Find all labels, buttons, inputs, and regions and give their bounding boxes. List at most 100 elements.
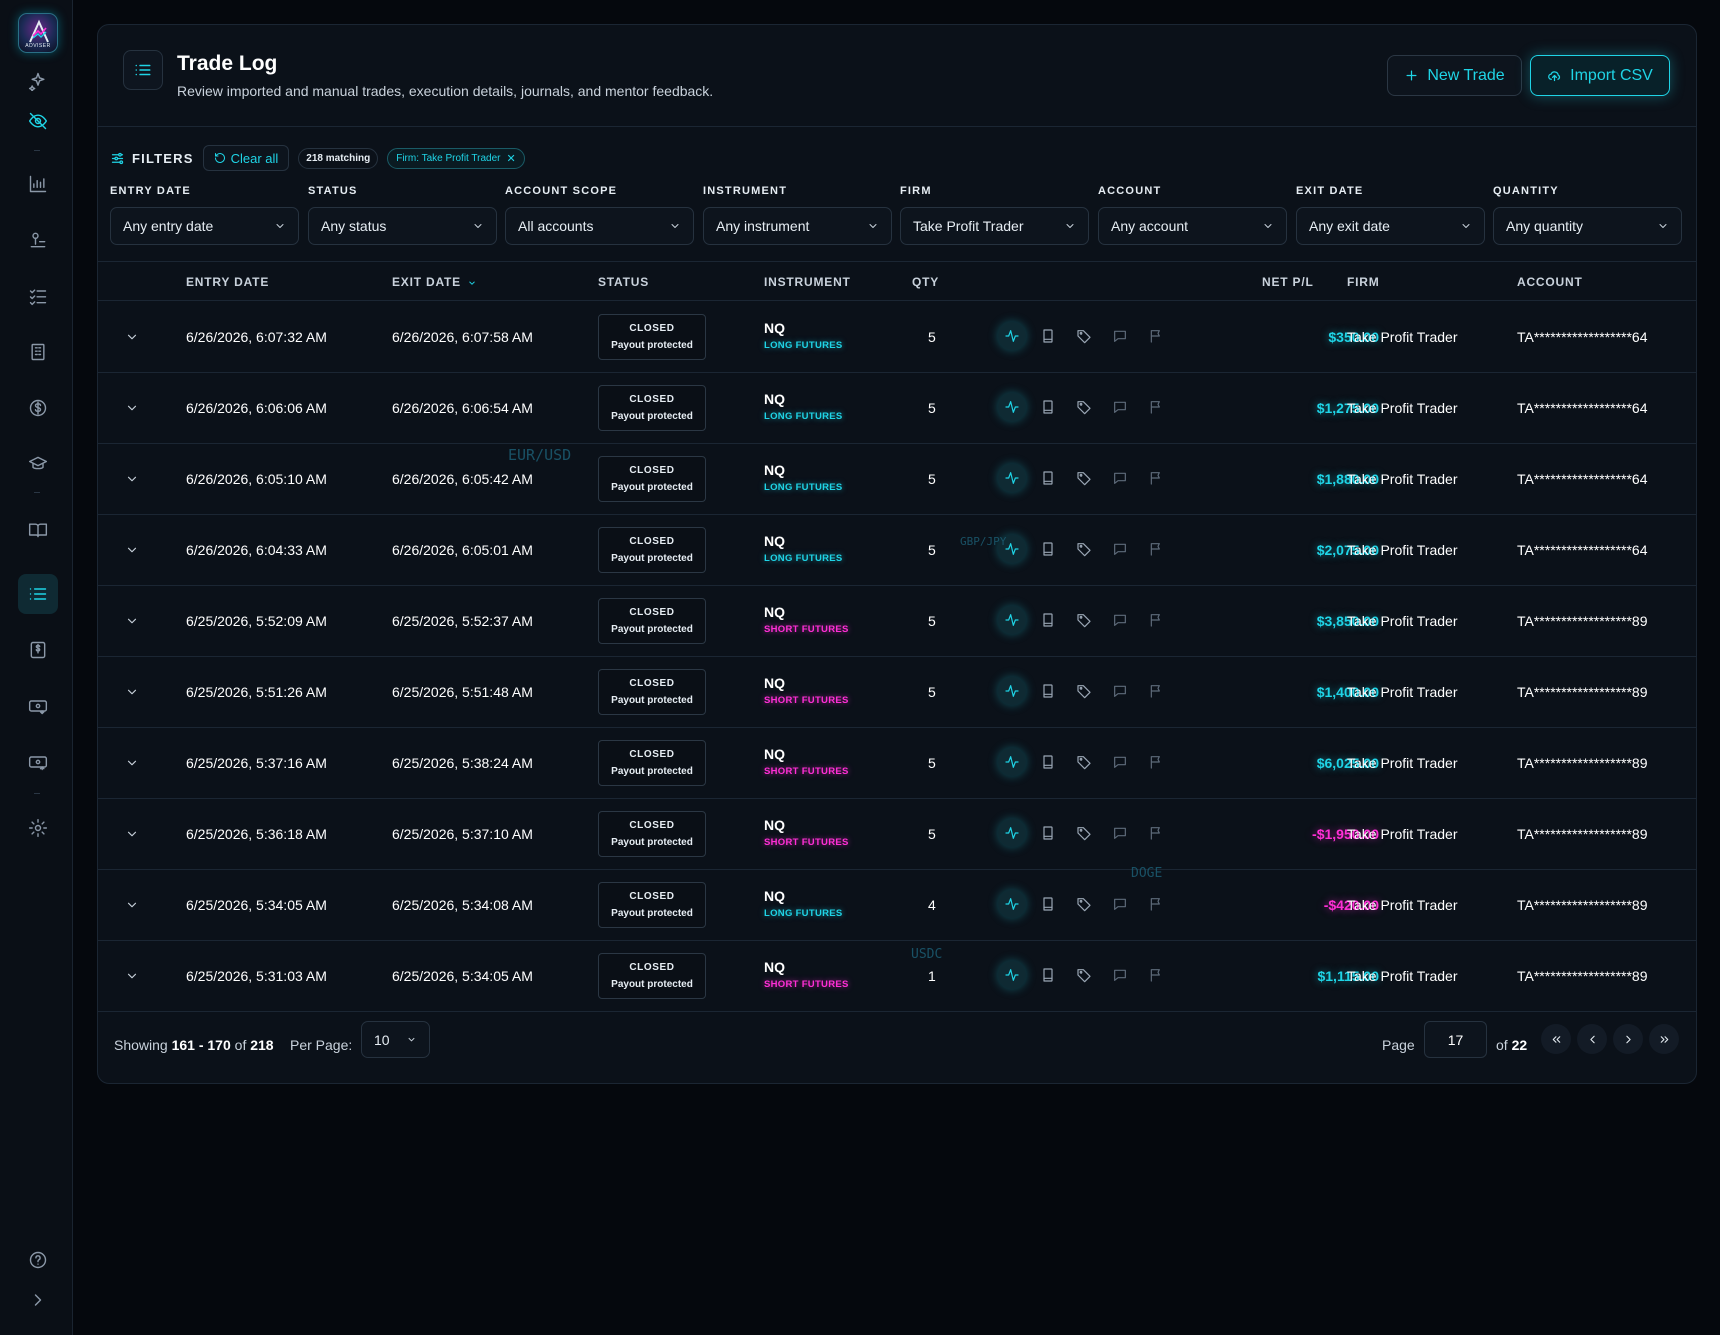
instrument-select[interactable]: Any instrument <box>703 207 892 245</box>
app-logo[interactable]: ADVISER <box>18 13 58 53</box>
tags-button[interactable] <box>1070 748 1098 776</box>
table-row[interactable]: 6/25/2026, 5:36:18 AM 6/25/2026, 5:37:10 … <box>98 799 1696 870</box>
nav-payout-icon[interactable] <box>18 686 58 726</box>
tags-button[interactable] <box>1070 322 1098 350</box>
flag-button[interactable] <box>1142 819 1170 847</box>
column-net-pl[interactable]: NET P/L <box>1262 275 1314 289</box>
journal-button[interactable] <box>1034 393 1062 421</box>
firm-select[interactable]: Take Profit Trader <box>900 207 1089 245</box>
help-icon[interactable] <box>18 1240 58 1280</box>
mentor-feedback-button[interactable] <box>1106 677 1134 705</box>
table-row[interactable]: 6/26/2026, 6:04:33 AM 6/26/2026, 6:05:01 … <box>98 515 1696 586</box>
expand-row-button[interactable] <box>125 941 139 1011</box>
table-row[interactable]: 6/25/2026, 5:31:03 AM 6/25/2026, 5:34:05 … <box>98 941 1696 1012</box>
flag-button[interactable] <box>1142 606 1170 634</box>
expand-row-button[interactable] <box>125 515 139 585</box>
execution-details-button[interactable] <box>998 464 1026 492</box>
account-scope-select[interactable]: All accounts <box>505 207 694 245</box>
tags-button[interactable] <box>1070 606 1098 634</box>
expand-sidebar-icon[interactable] <box>18 1280 58 1320</box>
mentor-feedback-button[interactable] <box>1106 464 1134 492</box>
journal-button[interactable] <box>1034 677 1062 705</box>
table-row[interactable]: 6/26/2026, 6:05:10 AM 6/26/2026, 6:05:42 … <box>98 444 1696 515</box>
column-instrument[interactable]: INSTRUMENT <box>764 275 851 289</box>
table-row[interactable]: 6/26/2026, 6:07:32 AM 6/26/2026, 6:07:58 … <box>98 302 1696 373</box>
nav-settings-icon[interactable] <box>18 808 58 848</box>
tags-button[interactable] <box>1070 464 1098 492</box>
mentor-feedback-button[interactable] <box>1106 535 1134 563</box>
execution-details-button[interactable] <box>998 961 1026 989</box>
next-page-button[interactable] <box>1613 1024 1643 1054</box>
quantity-select[interactable]: Any quantity <box>1493 207 1682 245</box>
table-row[interactable]: 6/26/2026, 6:06:06 AM 6/26/2026, 6:06:54 … <box>98 373 1696 444</box>
execution-details-button[interactable] <box>998 890 1026 918</box>
flag-button[interactable] <box>1142 890 1170 918</box>
expand-row-button[interactable] <box>125 586 139 656</box>
execution-details-button[interactable] <box>998 748 1026 776</box>
nav-sparkles-icon[interactable] <box>18 61 58 101</box>
flag-button[interactable] <box>1142 677 1170 705</box>
nav-building-icon[interactable] <box>18 332 58 372</box>
journal-button[interactable] <box>1034 464 1062 492</box>
mentor-feedback-button[interactable] <box>1106 819 1134 847</box>
tags-button[interactable] <box>1070 961 1098 989</box>
flag-button[interactable] <box>1142 748 1170 776</box>
mentor-feedback-button[interactable] <box>1106 322 1134 350</box>
active-filter-chip[interactable]: Firm: Take Profit Trader ✕ <box>387 147 525 169</box>
status-select[interactable]: Any status <box>308 207 497 245</box>
column-exit-date[interactable]: EXIT DATE <box>392 262 477 302</box>
expand-row-button[interactable] <box>125 373 139 443</box>
journal-button[interactable] <box>1034 819 1062 847</box>
journal-button[interactable] <box>1034 890 1062 918</box>
journal-button[interactable] <box>1034 322 1062 350</box>
remove-filter-icon[interactable]: ✕ <box>506 152 516 165</box>
account-select[interactable]: Any account <box>1098 207 1287 245</box>
execution-details-button[interactable] <box>998 606 1026 634</box>
nav-deposit-icon[interactable] <box>18 742 58 782</box>
flag-button[interactable] <box>1142 393 1170 421</box>
column-account[interactable]: ACCOUNT <box>1517 275 1583 289</box>
table-row[interactable]: 6/25/2026, 5:34:05 AM 6/25/2026, 5:34:08 … <box>98 870 1696 941</box>
column-entry-date[interactable]: ENTRY DATE <box>186 275 270 289</box>
tags-button[interactable] <box>1070 677 1098 705</box>
column-firm[interactable]: FIRM <box>1347 275 1380 289</box>
expand-row-button[interactable] <box>125 728 139 798</box>
nav-checklist-icon[interactable] <box>18 276 58 316</box>
expand-row-button[interactable] <box>125 657 139 727</box>
mentor-feedback-button[interactable] <box>1106 393 1134 421</box>
execution-details-button[interactable] <box>998 535 1026 563</box>
tags-button[interactable] <box>1070 393 1098 421</box>
tags-button[interactable] <box>1070 890 1098 918</box>
nav-eye-off-icon[interactable] <box>18 101 58 141</box>
journal-button[interactable] <box>1034 606 1062 634</box>
nav-invoice-icon[interactable] <box>18 630 58 670</box>
new-trade-button[interactable]: New Trade <box>1387 55 1522 96</box>
import-csv-button[interactable]: Import CSV <box>1530 55 1670 96</box>
flag-button[interactable] <box>1142 535 1170 563</box>
mentor-feedback-button[interactable] <box>1106 606 1134 634</box>
per-page-select[interactable]: 10 <box>361 1021 430 1058</box>
nav-analytics-icon[interactable] <box>18 164 58 204</box>
last-page-button[interactable] <box>1649 1024 1679 1054</box>
column-status[interactable]: STATUS <box>598 275 650 289</box>
flag-button[interactable] <box>1142 961 1170 989</box>
column-qty[interactable]: QTY <box>912 275 940 289</box>
journal-button[interactable] <box>1034 961 1062 989</box>
mentor-feedback-button[interactable] <box>1106 961 1134 989</box>
flag-button[interactable] <box>1142 464 1170 492</box>
nav-book-icon[interactable] <box>18 510 58 550</box>
prev-page-button[interactable] <box>1577 1024 1607 1054</box>
page-number-input[interactable]: 17 <box>1424 1021 1487 1058</box>
journal-button[interactable] <box>1034 535 1062 563</box>
nav-scale-icon[interactable] <box>18 220 58 260</box>
expand-row-button[interactable] <box>125 799 139 869</box>
table-row[interactable]: 6/25/2026, 5:52:09 AM 6/25/2026, 5:52:37 … <box>98 586 1696 657</box>
nav-dollar-icon[interactable] <box>18 388 58 428</box>
first-page-button[interactable] <box>1541 1024 1571 1054</box>
expand-row-button[interactable] <box>125 444 139 514</box>
mentor-feedback-button[interactable] <box>1106 890 1134 918</box>
exit-date-select[interactable]: Any exit date <box>1296 207 1485 245</box>
entry-date-select[interactable]: Any entry date <box>110 207 299 245</box>
execution-details-button[interactable] <box>998 819 1026 847</box>
flag-button[interactable] <box>1142 322 1170 350</box>
